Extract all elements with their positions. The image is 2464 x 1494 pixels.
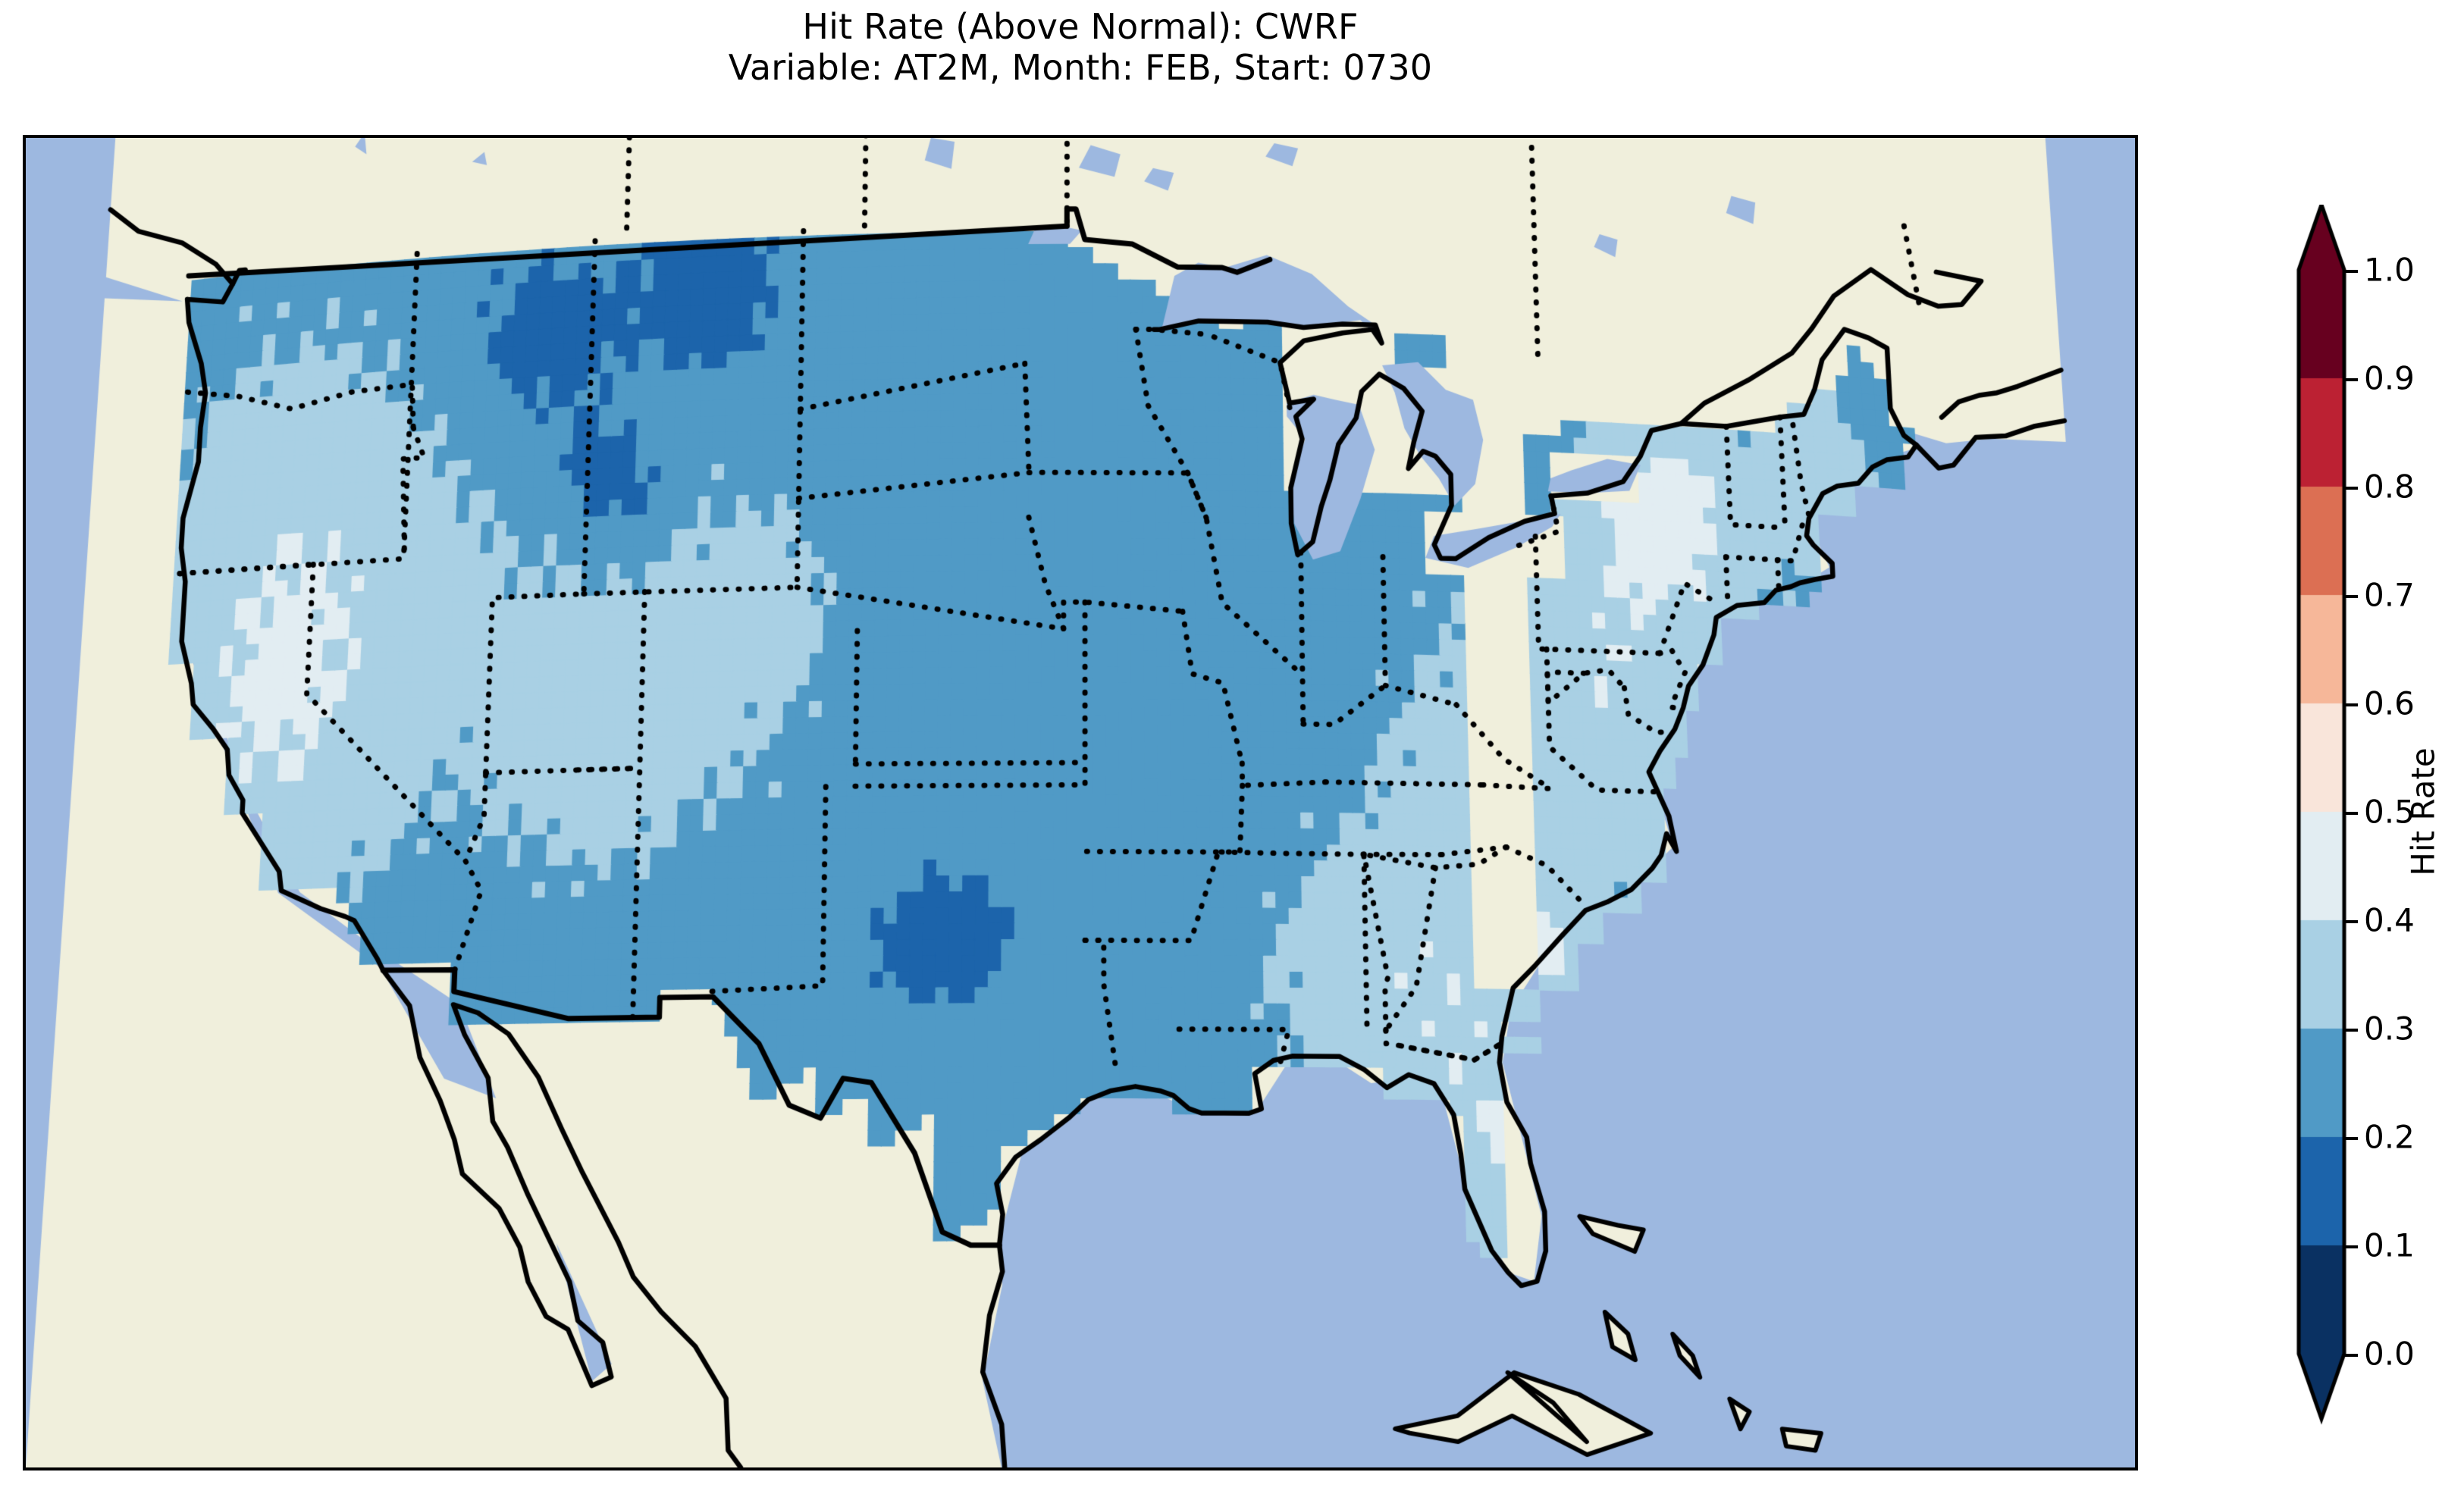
colorbar-tick-0-9 [2344, 378, 2358, 381]
colorbar: 0.0 0.1 0.2 0.3 0.4 0.5 0.6 0.7 0.8 0.9 1.0 [2265, 205, 2415, 1425]
colorbar-tick-label-0-9: 0.9 [2364, 359, 2415, 397]
map-heatmap-canvas [26, 138, 2135, 1467]
colorbar-tick-label-0-4: 0.4 [2364, 901, 2415, 939]
colorbar-tick-label-0-1: 0.1 [2364, 1226, 2415, 1264]
colorbar-tick-label-1-0: 1.0 [2364, 251, 2415, 289]
colorbar-tick-0-0 [2344, 1354, 2358, 1357]
colorbar-tick-label-0-5: 0.5 [2364, 793, 2415, 831]
colorbar-tick-label-0-8: 0.8 [2364, 468, 2415, 506]
figure-title: Hit Rate (Above Normal): CWRF Variable: … [0, 6, 2161, 89]
colorbar-tick-0-8 [2344, 487, 2358, 490]
colorbar-tick-label-0-0: 0.0 [2364, 1335, 2415, 1373]
figure-title-line-2: Variable: AT2M, Month: FEB, Start: 0730 [728, 47, 1433, 89]
colorbar-tick-label-0-3: 0.3 [2364, 1010, 2415, 1048]
colorbar-tick-0-4 [2344, 920, 2358, 923]
colorbar-tick-label-0-6: 0.6 [2364, 684, 2415, 722]
colorbar-gradient [2265, 205, 2379, 1425]
colorbar-tick-1-0 [2344, 270, 2358, 273]
colorbar-tick-label-0-7: 0.7 [2364, 576, 2415, 614]
figure-title-line-1: Hit Rate (Above Normal): CWRF [802, 6, 1359, 47]
colorbar-tick-0-7 [2344, 595, 2358, 598]
colorbar-tick-label-0-2: 0.2 [2364, 1118, 2415, 1156]
map-plot-area [23, 135, 2138, 1471]
colorbar-tick-0-6 [2344, 703, 2358, 706]
colorbar-tick-0-3 [2344, 1029, 2358, 1032]
colorbar-axis-label: Hit Rate [2404, 747, 2442, 876]
colorbar-tick-0-5 [2344, 812, 2358, 815]
colorbar-tick-0-1 [2344, 1245, 2358, 1248]
colorbar-tick-0-2 [2344, 1137, 2358, 1140]
